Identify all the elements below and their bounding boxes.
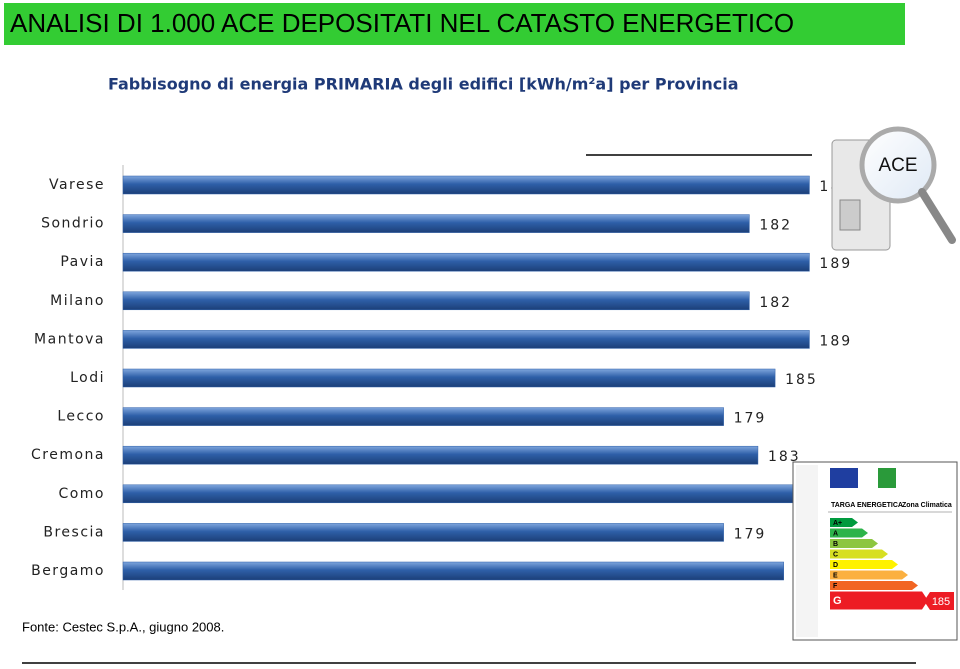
value-label: 182 (759, 295, 792, 311)
bar (122, 330, 810, 349)
category-label: Bergamo (31, 563, 105, 579)
category-label: Lodi (70, 370, 105, 386)
category-label: Mantova (34, 331, 105, 347)
bar (122, 445, 759, 465)
label-title: TARGA ENERGETICA (831, 502, 903, 509)
category-label: Pavia (60, 254, 105, 270)
class-letter: A+ (833, 520, 842, 527)
class-arrow (830, 539, 878, 548)
bar (122, 484, 802, 504)
class-letter: A (833, 530, 838, 537)
class-letter: F (833, 583, 838, 590)
subtitle: Fabbisogno di energia PRIMARIA degli edi… (108, 75, 739, 94)
class-letter: D (833, 562, 838, 569)
ace-icon: ACE (831, 126, 956, 251)
bar (122, 407, 724, 426)
category-label: Varese (49, 177, 105, 193)
bar (122, 291, 750, 311)
source: Fonte: Cestec S.p.A., giugno 2008. (22, 619, 224, 634)
class-letter: G (833, 595, 842, 607)
bar (122, 561, 784, 581)
plot: Varese 189 Sondrio 182 Pavia 189 Milano 182 Mant… (31, 175, 852, 581)
value-label: 179 (734, 526, 767, 542)
category-label: Como (58, 486, 105, 502)
label-value: 185 (932, 596, 950, 608)
category-label: Lecco (57, 409, 105, 425)
value-label: 182 (759, 218, 792, 234)
title: ANALISI DI 1.000 ACE DEPOSITATI NEL CATA… (10, 8, 794, 38)
category-label: Sondrio (41, 216, 105, 232)
class-arrow (830, 549, 888, 559)
class-arrow (830, 570, 908, 580)
class-arrow (830, 518, 858, 527)
title-band (4, 3, 905, 45)
value-arrow (924, 592, 954, 610)
value-label: 179 (734, 411, 767, 427)
class-letter: E (833, 572, 838, 579)
bar (122, 214, 750, 233)
value-label: 189 (819, 256, 852, 272)
class-letter: B (833, 541, 838, 548)
class-letter: C (833, 551, 838, 558)
value-label: 189 (819, 333, 852, 349)
class-arrow (830, 560, 898, 569)
value-label: 185 (785, 372, 818, 388)
category-label: Cremona (31, 447, 105, 463)
value-label: 183 (768, 449, 801, 465)
class-arrow (830, 528, 868, 538)
ace-label: ACE (878, 155, 917, 176)
bar (122, 175, 810, 195)
label-zone: Zona Climatica (902, 502, 952, 509)
bar (122, 368, 776, 388)
category-label: Milano (50, 293, 105, 309)
class-arrow (830, 591, 928, 610)
category-label: Brescia (43, 524, 105, 540)
class-arrow (830, 581, 918, 590)
energy-label: TARGA ENERGETICA Zona Climatica A+ ABCDEF… (792, 461, 958, 641)
bar (122, 252, 810, 272)
bar (122, 523, 724, 542)
